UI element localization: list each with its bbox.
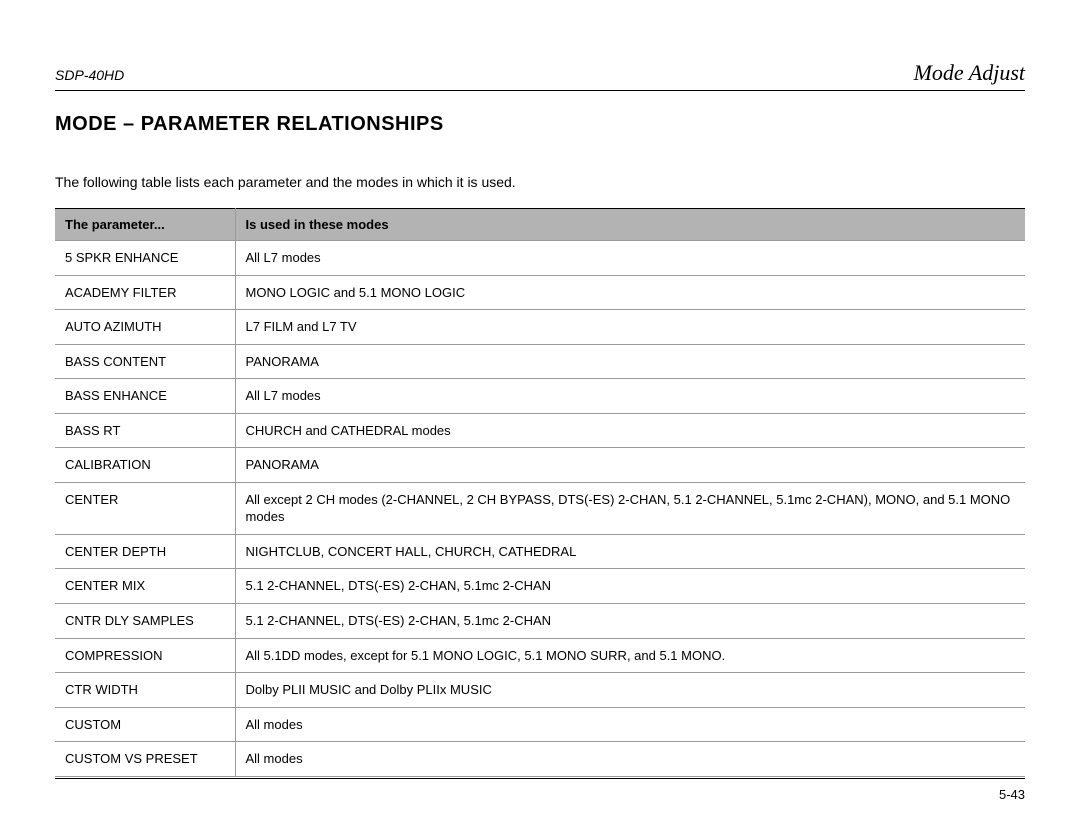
cell-parameter: CENTER <box>55 482 235 534</box>
header-product: SDP-40HD <box>55 67 124 83</box>
cell-parameter: CALIBRATION <box>55 448 235 483</box>
cell-parameter: CENTER DEPTH <box>55 534 235 569</box>
cell-modes: CHURCH and CATHEDRAL modes <box>235 413 1025 448</box>
cell-modes: NIGHTCLUB, CONCERT HALL, CHURCH, CATHEDR… <box>235 534 1025 569</box>
cell-parameter: COMPRESSION <box>55 638 235 673</box>
table-row: BASS ENHANCEAll L7 modes <box>55 379 1025 414</box>
cell-parameter: 5 SPKR ENHANCE <box>55 241 235 276</box>
cell-modes: MONO LOGIC and 5.1 MONO LOGIC <box>235 275 1025 310</box>
table-row: CNTR DLY SAMPLES5.1 2-CHANNEL, DTS(-ES) … <box>55 604 1025 639</box>
cell-modes: All L7 modes <box>235 379 1025 414</box>
table-row: BASS CONTENTPANORAMA <box>55 344 1025 379</box>
cell-parameter: ACADEMY FILTER <box>55 275 235 310</box>
cell-parameter: CUSTOM <box>55 707 235 742</box>
page-number: 5-43 <box>999 787 1025 802</box>
section-title: MODE – PARAMETER RELATIONSHIPS <box>55 113 1025 136</box>
parameter-table: The parameter... Is used in these modes … <box>55 208 1025 777</box>
table-row: AUTO AZIMUTHL7 FILM and L7 TV <box>55 310 1025 345</box>
table-row: CTR WIDTHDolby PLII MUSIC and Dolby PLII… <box>55 673 1025 708</box>
table-row: CENTER MIX5.1 2-CHANNEL, DTS(-ES) 2-CHAN… <box>55 569 1025 604</box>
footer-rule <box>55 778 1025 779</box>
table-row: CUSTOM VS PRESETAll modes <box>55 742 1025 777</box>
cell-parameter: CENTER MIX <box>55 569 235 604</box>
cell-parameter: CTR WIDTH <box>55 673 235 708</box>
cell-parameter: BASS ENHANCE <box>55 379 235 414</box>
table-row: CENTER DEPTHNIGHTCLUB, CONCERT HALL, CHU… <box>55 534 1025 569</box>
cell-modes: All modes <box>235 742 1025 777</box>
col-header-modes: Is used in these modes <box>235 209 1025 241</box>
cell-modes: L7 FILM and L7 TV <box>235 310 1025 345</box>
table-row: CUSTOMAll modes <box>55 707 1025 742</box>
cell-modes: All 5.1DD modes, except for 5.1 MONO LOG… <box>235 638 1025 673</box>
cell-modes: 5.1 2-CHANNEL, DTS(-ES) 2-CHAN, 5.1mc 2-… <box>235 604 1025 639</box>
cell-modes: 5.1 2-CHANNEL, DTS(-ES) 2-CHAN, 5.1mc 2-… <box>235 569 1025 604</box>
cell-modes: All modes <box>235 707 1025 742</box>
cell-parameter: BASS CONTENT <box>55 344 235 379</box>
table-row: COMPRESSIONAll 5.1DD modes, except for 5… <box>55 638 1025 673</box>
cell-modes: All L7 modes <box>235 241 1025 276</box>
table-row: BASS RTCHURCH and CATHEDRAL modes <box>55 413 1025 448</box>
table-body: 5 SPKR ENHANCEAll L7 modesACADEMY FILTER… <box>55 241 1025 777</box>
table-header-row: The parameter... Is used in these modes <box>55 209 1025 241</box>
cell-modes: All except 2 CH modes (2-CHANNEL, 2 CH B… <box>235 482 1025 534</box>
cell-parameter: AUTO AZIMUTH <box>55 310 235 345</box>
intro-text: The following table lists each parameter… <box>55 174 1025 190</box>
table-row: ACADEMY FILTERMONO LOGIC and 5.1 MONO LO… <box>55 275 1025 310</box>
cell-modes: PANORAMA <box>235 344 1025 379</box>
page-header: SDP-40HD Mode Adjust <box>55 60 1025 91</box>
cell-modes: Dolby PLII MUSIC and Dolby PLIIx MUSIC <box>235 673 1025 708</box>
cell-parameter: CUSTOM VS PRESET <box>55 742 235 777</box>
table-row: CENTERAll except 2 CH modes (2-CHANNEL, … <box>55 482 1025 534</box>
table-row: CALIBRATIONPANORAMA <box>55 448 1025 483</box>
cell-parameter: CNTR DLY SAMPLES <box>55 604 235 639</box>
table-row: 5 SPKR ENHANCEAll L7 modes <box>55 241 1025 276</box>
header-section: Mode Adjust <box>914 60 1025 86</box>
col-header-parameter: The parameter... <box>55 209 235 241</box>
cell-modes: PANORAMA <box>235 448 1025 483</box>
cell-parameter: BASS RT <box>55 413 235 448</box>
